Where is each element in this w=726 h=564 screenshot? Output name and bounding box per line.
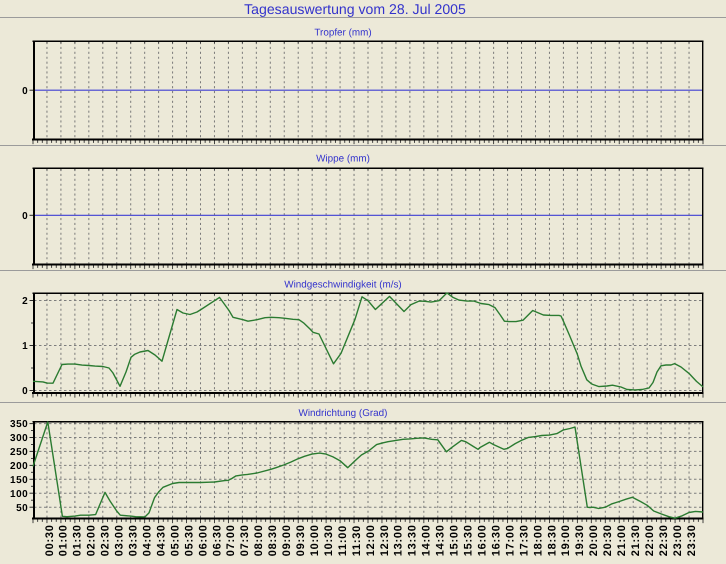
svg-text:17:30: 17:30 xyxy=(518,524,530,556)
svg-text:21:30: 21:30 xyxy=(630,524,642,556)
svg-text:23:30: 23:30 xyxy=(686,524,698,556)
svg-text:100: 100 xyxy=(10,489,28,500)
svg-text:300: 300 xyxy=(10,433,28,444)
svg-text:21:00: 21:00 xyxy=(616,524,628,556)
svg-text:11:00: 11:00 xyxy=(337,525,349,556)
svg-text:16:30: 16:30 xyxy=(490,524,502,556)
svg-text:18:00: 18:00 xyxy=(532,524,544,556)
svg-text:0: 0 xyxy=(22,86,28,97)
svg-text:1: 1 xyxy=(22,341,28,352)
svg-text:22:30: 22:30 xyxy=(658,524,670,556)
svg-text:09:00: 09:00 xyxy=(281,524,293,556)
svg-text:13:30: 13:30 xyxy=(407,524,419,556)
svg-text:01:00: 01:00 xyxy=(58,524,70,556)
svg-text:05:00: 05:00 xyxy=(169,524,181,556)
svg-text:22:00: 22:00 xyxy=(644,524,656,556)
svg-text:14:00: 14:00 xyxy=(421,524,433,556)
svg-text:08:30: 08:30 xyxy=(267,524,279,556)
svg-text:19:00: 19:00 xyxy=(560,524,572,556)
svg-text:06:00: 06:00 xyxy=(197,524,209,556)
svg-text:02:30: 02:30 xyxy=(100,524,112,556)
svg-text:Windrichtung (Grad): Windrichtung (Grad) xyxy=(299,408,388,419)
svg-text:23:00: 23:00 xyxy=(672,524,684,556)
svg-text:15:30: 15:30 xyxy=(463,524,475,556)
svg-text:12:30: 12:30 xyxy=(379,524,391,556)
svg-text:0: 0 xyxy=(22,211,28,222)
svg-text:50: 50 xyxy=(16,503,28,514)
svg-text:20:30: 20:30 xyxy=(602,524,614,556)
svg-text:350: 350 xyxy=(10,419,28,430)
svg-text:0: 0 xyxy=(22,386,28,397)
svg-text:Tagesauswertung vom 28. Jul 20: Tagesauswertung vom 28. Jul 2005 xyxy=(244,1,466,17)
svg-text:13:00: 13:00 xyxy=(393,524,405,556)
svg-text:06:30: 06:30 xyxy=(211,524,223,556)
svg-text:07:00: 07:00 xyxy=(225,524,237,556)
svg-text:08:00: 08:00 xyxy=(253,524,265,556)
svg-text:17:00: 17:00 xyxy=(504,524,516,556)
svg-text:20:00: 20:00 xyxy=(588,524,600,556)
svg-text:03:30: 03:30 xyxy=(128,524,140,556)
svg-text:10:30: 10:30 xyxy=(323,524,335,556)
svg-text:Tropfer (mm): Tropfer (mm) xyxy=(314,27,371,38)
svg-text:200: 200 xyxy=(10,461,28,472)
svg-text:250: 250 xyxy=(10,447,28,458)
svg-text:05:30: 05:30 xyxy=(183,524,195,556)
svg-text:01:30: 01:30 xyxy=(72,524,84,556)
svg-text:15:00: 15:00 xyxy=(449,524,461,556)
svg-text:04:30: 04:30 xyxy=(155,524,167,556)
svg-text:16:00: 16:00 xyxy=(476,524,488,556)
svg-text:07:30: 07:30 xyxy=(239,524,251,556)
svg-text:11:30: 11:30 xyxy=(351,525,363,556)
svg-text:00:30: 00:30 xyxy=(44,524,56,556)
svg-text:150: 150 xyxy=(10,475,28,486)
svg-text:02:00: 02:00 xyxy=(86,524,98,556)
svg-text:18:30: 18:30 xyxy=(546,524,558,556)
svg-text:2: 2 xyxy=(22,296,28,307)
svg-text:12:00: 12:00 xyxy=(365,524,377,556)
svg-text:19:30: 19:30 xyxy=(574,524,586,556)
svg-text:10:00: 10:00 xyxy=(309,524,321,556)
svg-text:Wippe (mm): Wippe (mm) xyxy=(316,153,370,164)
svg-text:14:30: 14:30 xyxy=(435,524,447,556)
svg-text:Windgeschwindigkeit (m/s): Windgeschwindigkeit (m/s) xyxy=(284,279,401,290)
svg-text:04:00: 04:00 xyxy=(141,524,153,556)
svg-text:09:30: 09:30 xyxy=(295,524,307,556)
svg-text:03:00: 03:00 xyxy=(114,524,126,556)
